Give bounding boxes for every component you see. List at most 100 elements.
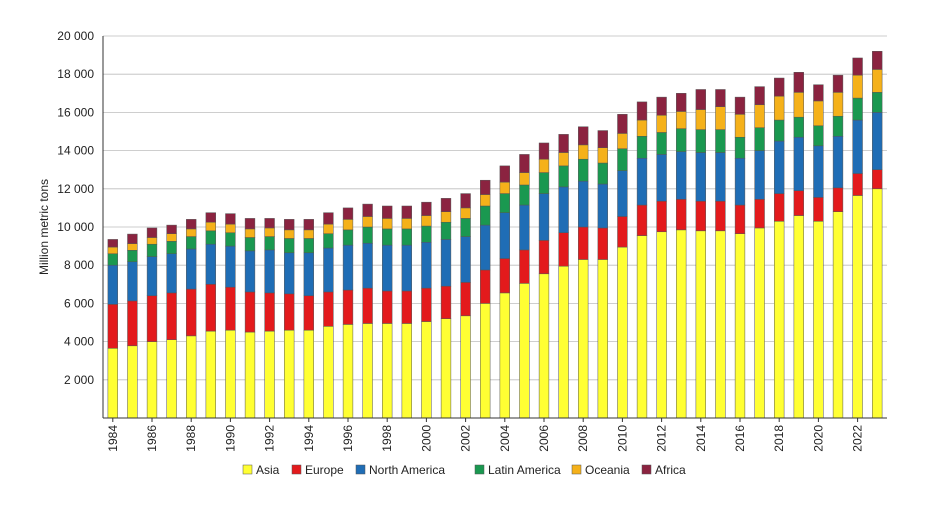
bar-latin-america-2003 bbox=[480, 205, 491, 226]
bar-latin-america-1991 bbox=[244, 237, 256, 252]
bar-oceania-1985 bbox=[127, 243, 138, 251]
bar-oceania-2021 bbox=[832, 92, 844, 117]
bar-latin-america-1999 bbox=[401, 228, 412, 246]
bar-north-america-2023 bbox=[872, 112, 883, 170]
bar-africa-2018 bbox=[774, 77, 785, 97]
bar-latin-america-2013 bbox=[676, 128, 687, 152]
bar-north-america-1991 bbox=[244, 250, 256, 293]
x-tick-label: 1988 bbox=[184, 425, 198, 452]
bar-asia-1999 bbox=[401, 323, 412, 419]
bar-oceania-1986 bbox=[146, 237, 158, 245]
bar-europe-2000 bbox=[421, 287, 432, 322]
bar-oceania-1991 bbox=[244, 228, 256, 238]
gridlines bbox=[103, 35, 887, 381]
bar-asia-2018 bbox=[774, 221, 785, 419]
bar-europe-2023 bbox=[872, 169, 883, 190]
bar-africa-1996 bbox=[342, 207, 354, 220]
bar-oceania-2006 bbox=[538, 158, 550, 173]
x-tick-label: 1986 bbox=[145, 425, 159, 452]
bar-africa-2021 bbox=[832, 74, 844, 93]
bar-africa-1992 bbox=[264, 218, 275, 229]
legend-label-north-america: North America bbox=[369, 463, 445, 477]
bar-asia-2010 bbox=[617, 246, 628, 419]
bar-europe-2001 bbox=[440, 285, 452, 319]
bar-africa-2022 bbox=[852, 57, 863, 76]
bar-oceania-2022 bbox=[852, 74, 863, 99]
legend-swatch-oceania bbox=[571, 464, 582, 475]
bar-asia-2001 bbox=[440, 318, 452, 419]
bar-africa-1993 bbox=[284, 219, 295, 231]
y-tick-label: 6 000 bbox=[64, 296, 94, 310]
bar-europe-2006 bbox=[538, 240, 550, 275]
bar-oceania-1998 bbox=[382, 218, 393, 230]
bar-latin-america-1984 bbox=[107, 253, 118, 266]
bar-asia-1997 bbox=[362, 323, 373, 419]
bar-oceania-2016 bbox=[734, 114, 746, 138]
y-tick-label: 20 000 bbox=[57, 29, 94, 43]
bar-africa-2003 bbox=[480, 179, 491, 195]
y-tick-label: 4 000 bbox=[64, 335, 94, 349]
bar-europe-1986 bbox=[146, 295, 158, 342]
bar-oceania-1997 bbox=[362, 216, 373, 228]
bar-oceania-2008 bbox=[578, 144, 589, 160]
legend-swatch-europe bbox=[291, 464, 302, 475]
bar-africa-2020 bbox=[813, 84, 824, 102]
bar-latin-america-2007 bbox=[558, 165, 569, 188]
bar-africa-2009 bbox=[597, 130, 608, 148]
x-tick-label: 2004 bbox=[498, 425, 512, 452]
bar-north-america-1989 bbox=[205, 243, 216, 285]
bar-latin-america-2019 bbox=[793, 116, 804, 138]
bar-africa-2014 bbox=[695, 89, 706, 110]
bar-oceania-1990 bbox=[225, 223, 236, 233]
bar-africa-2007 bbox=[558, 134, 569, 153]
bar-africa-2004 bbox=[499, 165, 510, 183]
bar-europe-2005 bbox=[519, 249, 530, 284]
bar-africa-1985 bbox=[127, 233, 138, 244]
bar-asia-2017 bbox=[754, 227, 765, 419]
bar-latin-america-1997 bbox=[362, 226, 373, 244]
bar-oceania-2010 bbox=[617, 133, 628, 149]
bar-africa-2010 bbox=[617, 114, 628, 134]
legend-label-africa: Africa bbox=[655, 463, 686, 477]
bar-europe-2013 bbox=[676, 199, 687, 231]
bar-north-america-2008 bbox=[578, 180, 589, 228]
bar-latin-america-2017 bbox=[754, 127, 765, 151]
bar-oceania-1996 bbox=[342, 219, 354, 231]
bar-north-america-2014 bbox=[695, 152, 706, 202]
bar-north-america-2001 bbox=[440, 239, 452, 287]
bar-asia-1985 bbox=[127, 345, 138, 419]
bar-asia-2014 bbox=[695, 230, 706, 419]
bar-africa-1998 bbox=[382, 205, 393, 219]
bar-africa-2011 bbox=[636, 101, 648, 121]
bar-latin-america-2015 bbox=[715, 129, 726, 153]
bar-europe-2014 bbox=[695, 200, 706, 232]
bar-north-america-2015 bbox=[715, 152, 726, 202]
bar-oceania-1995 bbox=[323, 223, 334, 234]
x-tick-label: 2018 bbox=[772, 425, 786, 452]
bar-europe-2012 bbox=[656, 200, 667, 233]
bar-oceania-1992 bbox=[264, 227, 275, 237]
bar-north-america-2002 bbox=[460, 236, 471, 283]
bar-north-america-2017 bbox=[754, 150, 765, 200]
bar-oceania-2007 bbox=[558, 152, 569, 167]
bar-europe-2018 bbox=[774, 193, 785, 222]
bar-asia-2023 bbox=[872, 188, 883, 419]
bar-oceania-2020 bbox=[813, 100, 824, 127]
bar-north-america-2018 bbox=[774, 140, 785, 194]
bar-asia-1989 bbox=[205, 330, 216, 419]
bar-africa-1990 bbox=[225, 213, 236, 225]
bar-asia-1988 bbox=[186, 335, 197, 419]
legend-label-europe: Europe bbox=[305, 463, 344, 477]
y-tick-label: 14 000 bbox=[57, 144, 94, 158]
bar-asia-2012 bbox=[656, 231, 667, 419]
bar-north-america-1988 bbox=[186, 248, 197, 290]
bar-north-america-1992 bbox=[264, 249, 275, 294]
bar-africa-1989 bbox=[205, 212, 216, 223]
legend: Asia Europe North America Latin America Ocea… bbox=[242, 463, 686, 477]
bar-oceania-2013 bbox=[676, 111, 687, 129]
bar-north-america-2020 bbox=[813, 145, 824, 198]
bar-europe-2004 bbox=[499, 258, 510, 294]
bar-africa-1986 bbox=[146, 227, 158, 238]
bar-oceania-2017 bbox=[754, 104, 765, 128]
